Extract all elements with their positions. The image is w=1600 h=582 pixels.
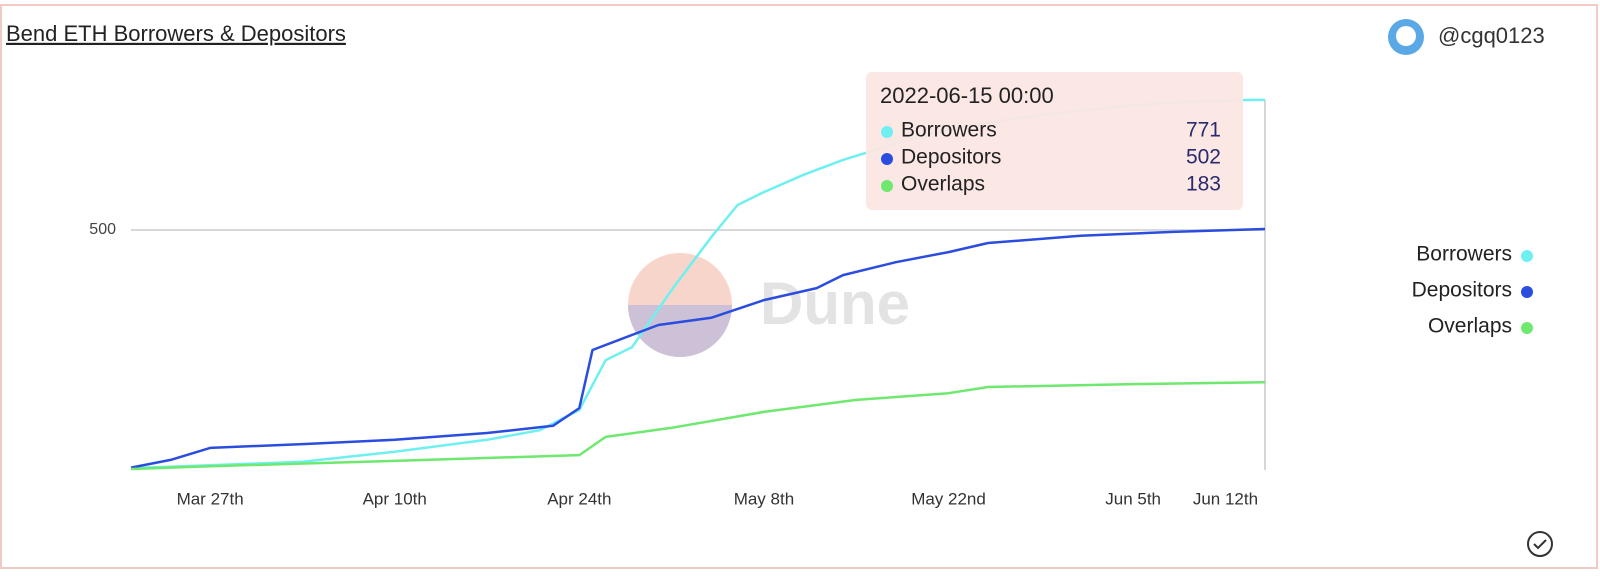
x-tick-label: Apr 10th — [363, 489, 427, 508]
legend-dot — [1521, 286, 1533, 298]
legend-label: Depositors — [1412, 279, 1512, 302]
y-tick-label: 500 — [89, 221, 116, 238]
watermark-text: Dune — [760, 270, 910, 337]
tooltip: 2022-06-15 00:00 Borrowers 771 Depositors 5… — [866, 72, 1243, 210]
series-line — [130, 380, 1266, 471]
tooltip-dot — [881, 126, 893, 138]
tooltip-dot — [881, 153, 893, 165]
x-tick-label: May 8th — [734, 489, 794, 508]
check-icon[interactable] — [1527, 531, 1553, 557]
author[interactable]: @cgq0123 — [1438, 23, 1545, 48]
series-line — [130, 227, 1266, 469]
tooltip-value: 502 — [1186, 146, 1221, 169]
tooltip-value: 771 — [1186, 119, 1221, 142]
tooltip-dot — [881, 180, 893, 192]
plot: 500 Mar 27th Apr 10th Apr 24th May 8th May 22… — [89, 98, 1266, 508]
x-tick-label: Jun 12th — [1193, 489, 1258, 508]
chart-title[interactable]: Bend ETH Borrowers & Depositors — [6, 21, 346, 46]
tooltip-box — [866, 72, 1243, 210]
legend-label: Overlaps — [1428, 315, 1512, 338]
tooltip-label: Borrowers — [901, 119, 997, 142]
legend: Borrowers Depositors Overlaps — [1412, 243, 1533, 338]
avatar-face — [1396, 26, 1416, 46]
tooltip-label: Overlaps — [901, 173, 985, 196]
tooltip-label: Depositors — [901, 146, 1001, 169]
card-border — [0, 4, 1598, 569]
check-mark — [1533, 539, 1547, 550]
x-tick-label: Jun 5th — [1105, 489, 1161, 508]
legend-label: Borrowers — [1416, 243, 1512, 266]
x-tick-label: Mar 27th — [177, 489, 244, 508]
tooltip-value: 183 — [1186, 173, 1221, 196]
x-tick-label: Apr 24th — [547, 489, 611, 508]
x-tick-label: May 22nd — [911, 489, 986, 508]
tooltip-title: 2022-06-15 00:00 — [880, 83, 1054, 108]
legend-dot — [1521, 250, 1533, 262]
legend-dot — [1521, 322, 1533, 334]
